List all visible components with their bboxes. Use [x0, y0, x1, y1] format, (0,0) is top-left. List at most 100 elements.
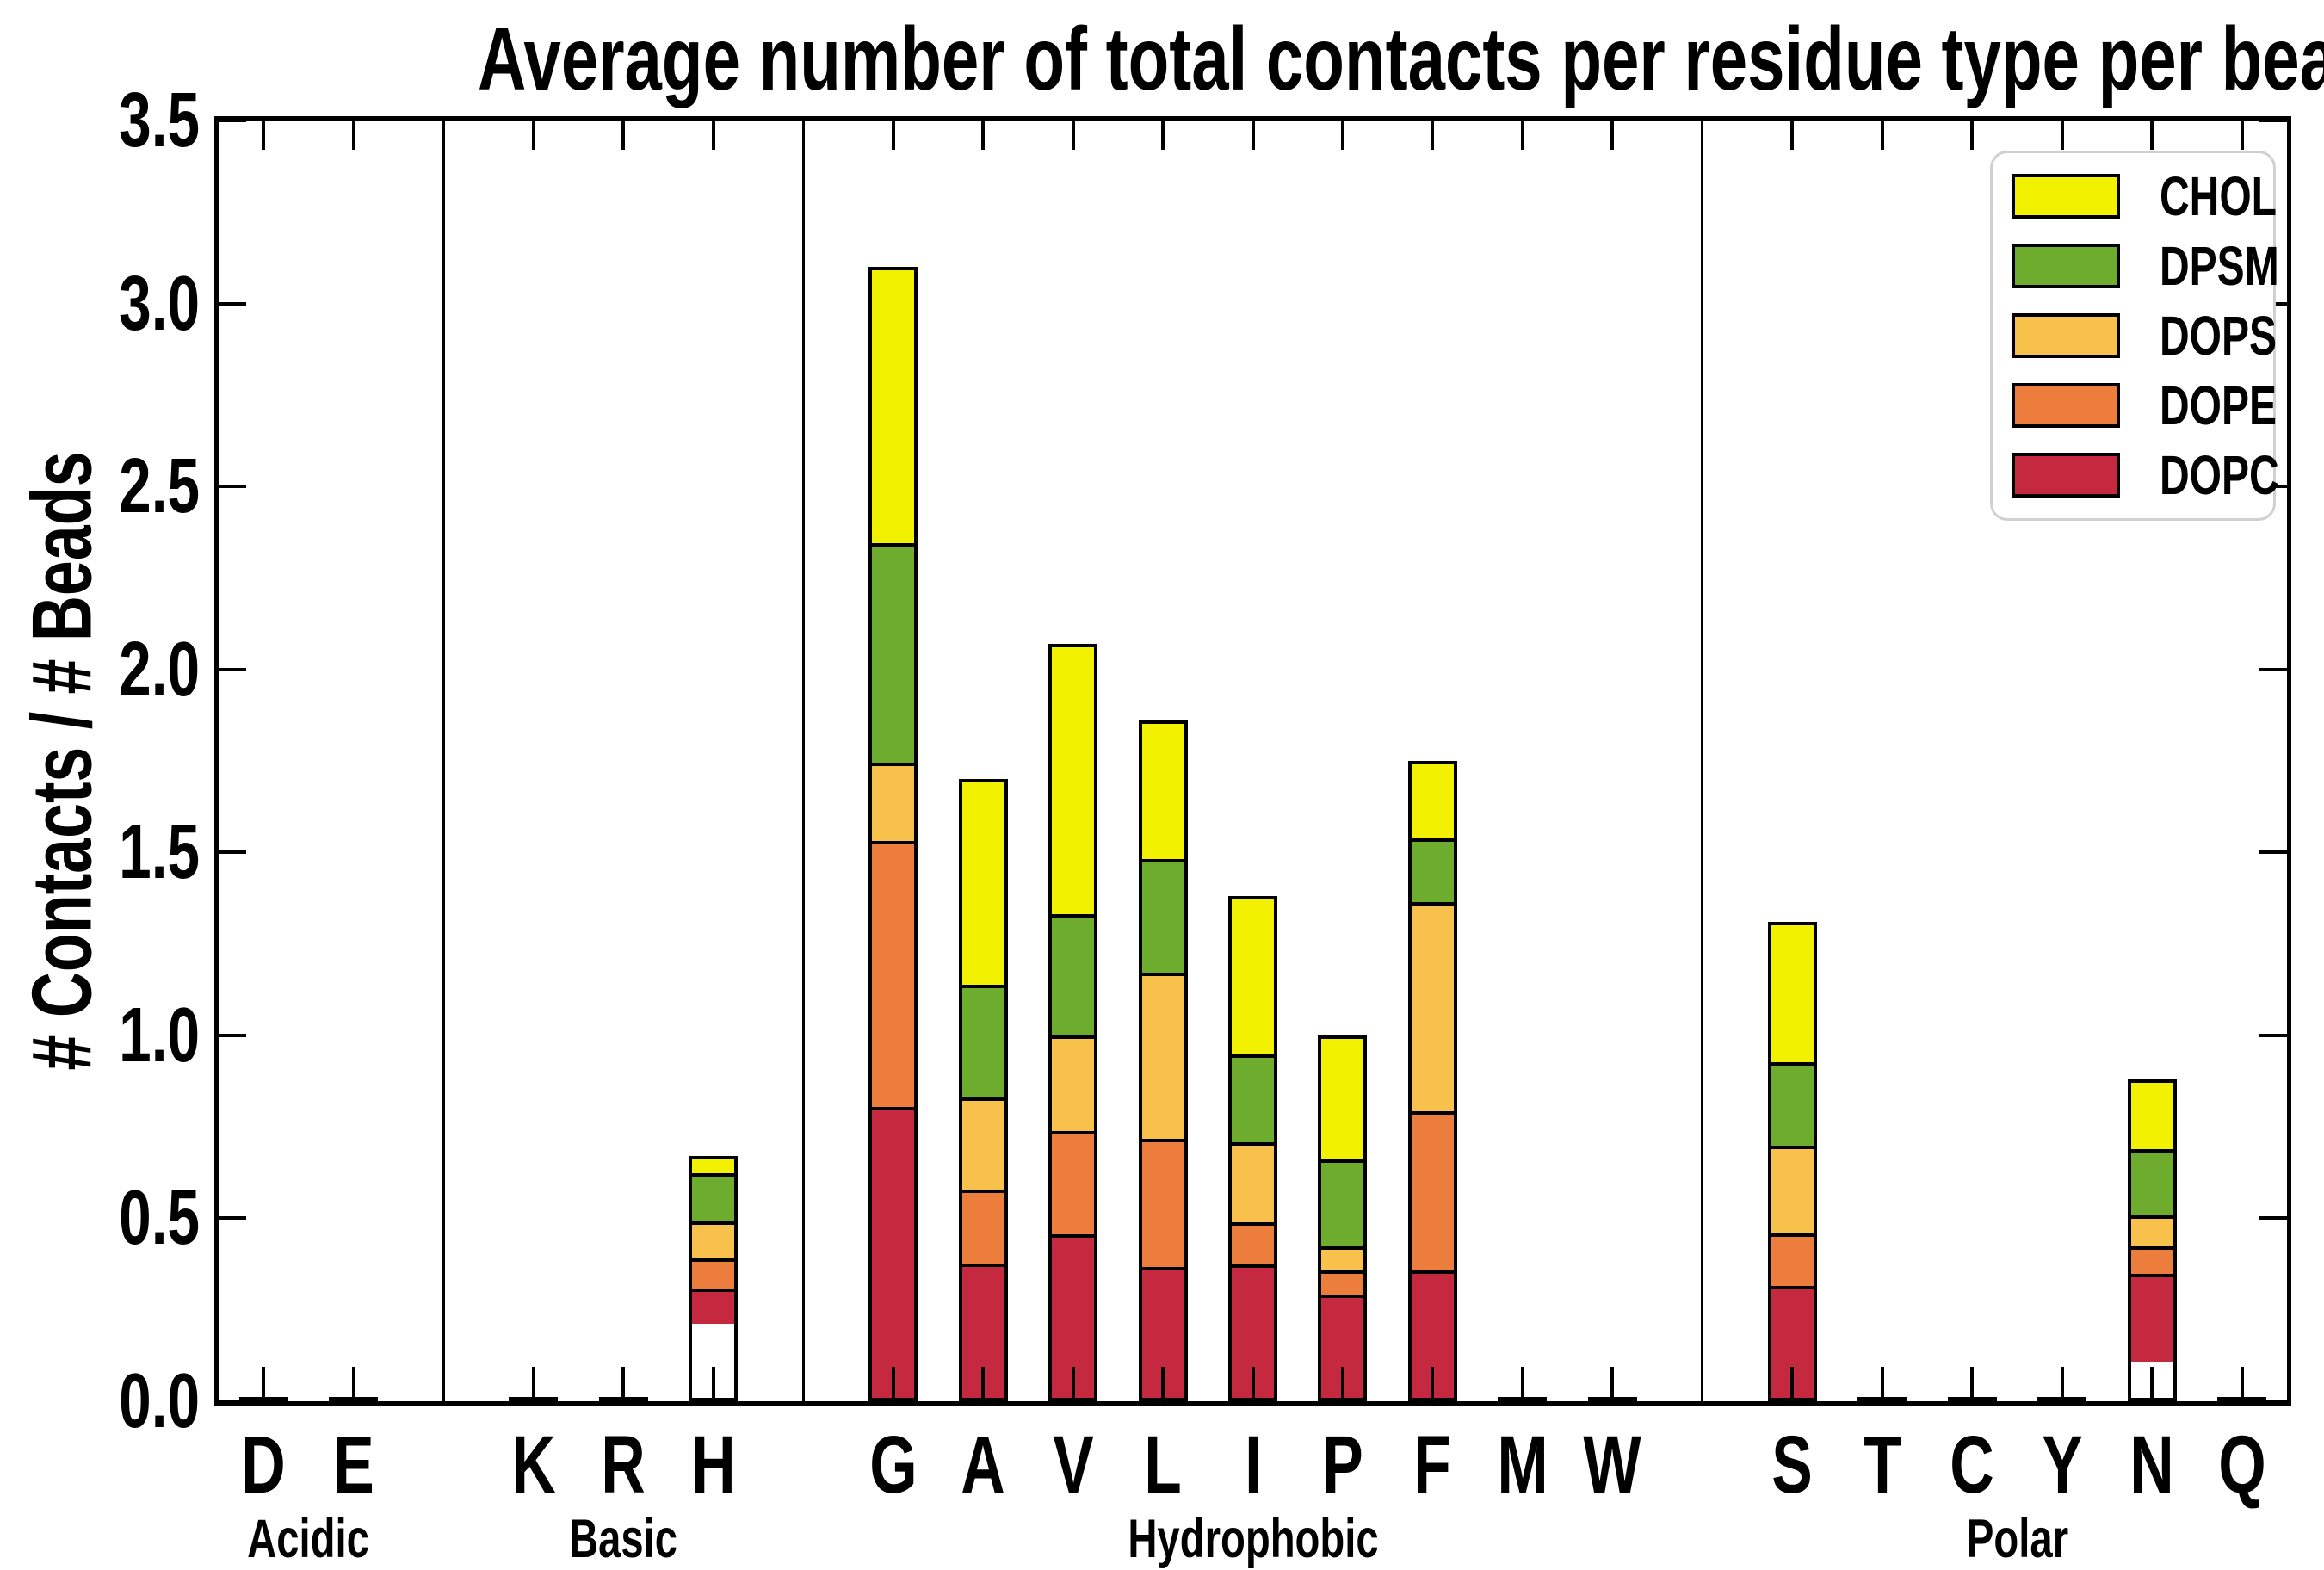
x-tick [2060, 121, 2064, 150]
bar [1767, 922, 1817, 1401]
bar-segment-dope [1411, 1114, 1454, 1274]
bar-segment-dops [1411, 906, 1454, 1115]
y-tick [219, 1033, 246, 1037]
x-tick [2150, 1367, 2154, 1401]
x-tick [2240, 121, 2244, 150]
bar-segment-dops [1141, 975, 1184, 1143]
y-axis-label: # Contacts / # Beads [14, 451, 109, 1071]
bar [1407, 761, 1457, 1401]
x-tick [891, 121, 895, 150]
bar-segment-dopc [2130, 1276, 2173, 1362]
bar-segment-dpsm [1411, 842, 1454, 906]
legend-swatch-dpsm [2012, 244, 2120, 289]
y-tick [219, 1216, 246, 1221]
x-tick [1071, 121, 1075, 150]
bar-segment-dope [872, 844, 915, 1111]
bar [2127, 1079, 2177, 1401]
y-tick [2259, 1400, 2287, 1403]
x-tick-label-residue: D [241, 1419, 286, 1511]
y-tick [219, 850, 246, 855]
legend-label: DOPE [2160, 374, 2278, 436]
x-tick [1340, 121, 1344, 150]
bar [689, 1156, 739, 1401]
x-tick [1520, 1367, 1524, 1401]
bar-segment-dops [961, 1100, 1004, 1193]
group-divider [442, 121, 445, 1401]
x-tick [711, 1367, 715, 1401]
legend-item: DPSM [2012, 232, 2279, 301]
bar [1048, 643, 1098, 1401]
bar-segment-dpsm [1232, 1057, 1274, 1146]
legend-swatch-dopc [2012, 452, 2120, 498]
y-tick-label: 0.5 [119, 1175, 200, 1262]
x-tick-label-residue: F [1413, 1419, 1452, 1511]
x-tick [1161, 1367, 1165, 1401]
bar-segment-dopc [872, 1110, 915, 1398]
legend-item: DOPS [2012, 301, 2277, 371]
x-tick [351, 1367, 355, 1401]
x-group-label: Hydrophobic [1127, 1509, 1379, 1569]
x-tick [1340, 1367, 1344, 1401]
x-tick [981, 121, 986, 150]
x-tick [1610, 1367, 1615, 1401]
legend-swatch-chol [2012, 174, 2120, 219]
bar-segment-dops [872, 765, 915, 845]
bar [958, 779, 1008, 1401]
bar-segment-dope [1052, 1134, 1095, 1238]
x-tick-label-residue: V [1052, 1419, 1094, 1511]
x-tick-label-residue: G [868, 1419, 918, 1511]
y-tick-label: 3.0 [119, 260, 200, 347]
x-tick [1610, 121, 1615, 150]
chart-title: Average number of total contacts per res… [478, 9, 2324, 109]
x-tick-label-residue: Q [2218, 1419, 2266, 1511]
bar-segment-dops [1771, 1149, 1814, 1237]
bar [868, 267, 918, 1401]
bar-segment-dops [1232, 1145, 1274, 1227]
y-tick [219, 1400, 246, 1403]
x-tick [1880, 121, 1884, 150]
x-tick [262, 121, 266, 150]
y-tick [219, 119, 246, 122]
bar-segment-chol [692, 1159, 735, 1177]
bar-segment-dope [692, 1262, 735, 1293]
legend-label: DOPS [2160, 304, 2278, 367]
legend-swatch-dope [2012, 382, 2120, 428]
bar-segment-chol [2130, 1082, 2173, 1153]
x-group-label: Basic [569, 1509, 678, 1569]
x-tick [621, 1367, 626, 1401]
x-tick [981, 1367, 986, 1401]
bar [1138, 720, 1188, 1401]
bar-segment-chol [1771, 925, 1814, 1066]
x-tick-label-residue: R [601, 1419, 646, 1511]
x-tick-label-residue: W [1583, 1419, 1642, 1511]
bar-segment-dops [1321, 1249, 1364, 1274]
x-tick-label-residue: I [1244, 1419, 1262, 1511]
bar-segment-dope [2130, 1249, 2173, 1277]
legend-item: CHOL [2012, 162, 2277, 232]
y-tick-label: 2.5 [119, 443, 200, 530]
bar-segment-dpsm [692, 1176, 735, 1225]
bar-segment-dpsm [872, 547, 915, 766]
x-tick [1431, 1367, 1435, 1401]
y-tick [2259, 850, 2287, 855]
x-tick [621, 121, 626, 150]
bar-segment-dpsm [2130, 1152, 2173, 1220]
bar-segment-dopc [692, 1292, 735, 1324]
bar [1228, 896, 1277, 1401]
bar-segment-dope [961, 1192, 1004, 1267]
bar-segment-chol [1052, 646, 1095, 918]
x-tick-label-residue: S [1771, 1419, 1814, 1511]
bar-segment-chol [961, 782, 1004, 988]
x-tick-label-residue: L [1144, 1419, 1182, 1511]
plot-frame [214, 116, 2291, 1406]
bar-segment-dope [1232, 1226, 1274, 1269]
y-tick-label: 3.5 [119, 77, 200, 164]
x-tick [351, 121, 355, 150]
x-tick-label-residue: N [2129, 1419, 2175, 1511]
y-tick-label: 1.5 [119, 809, 200, 896]
legend-item: DOPC [2012, 440, 2279, 510]
x-tick [1251, 121, 1255, 150]
x-tick [2240, 1367, 2244, 1401]
legend-swatch-dops [2012, 312, 2120, 358]
y-tick [2259, 119, 2287, 122]
